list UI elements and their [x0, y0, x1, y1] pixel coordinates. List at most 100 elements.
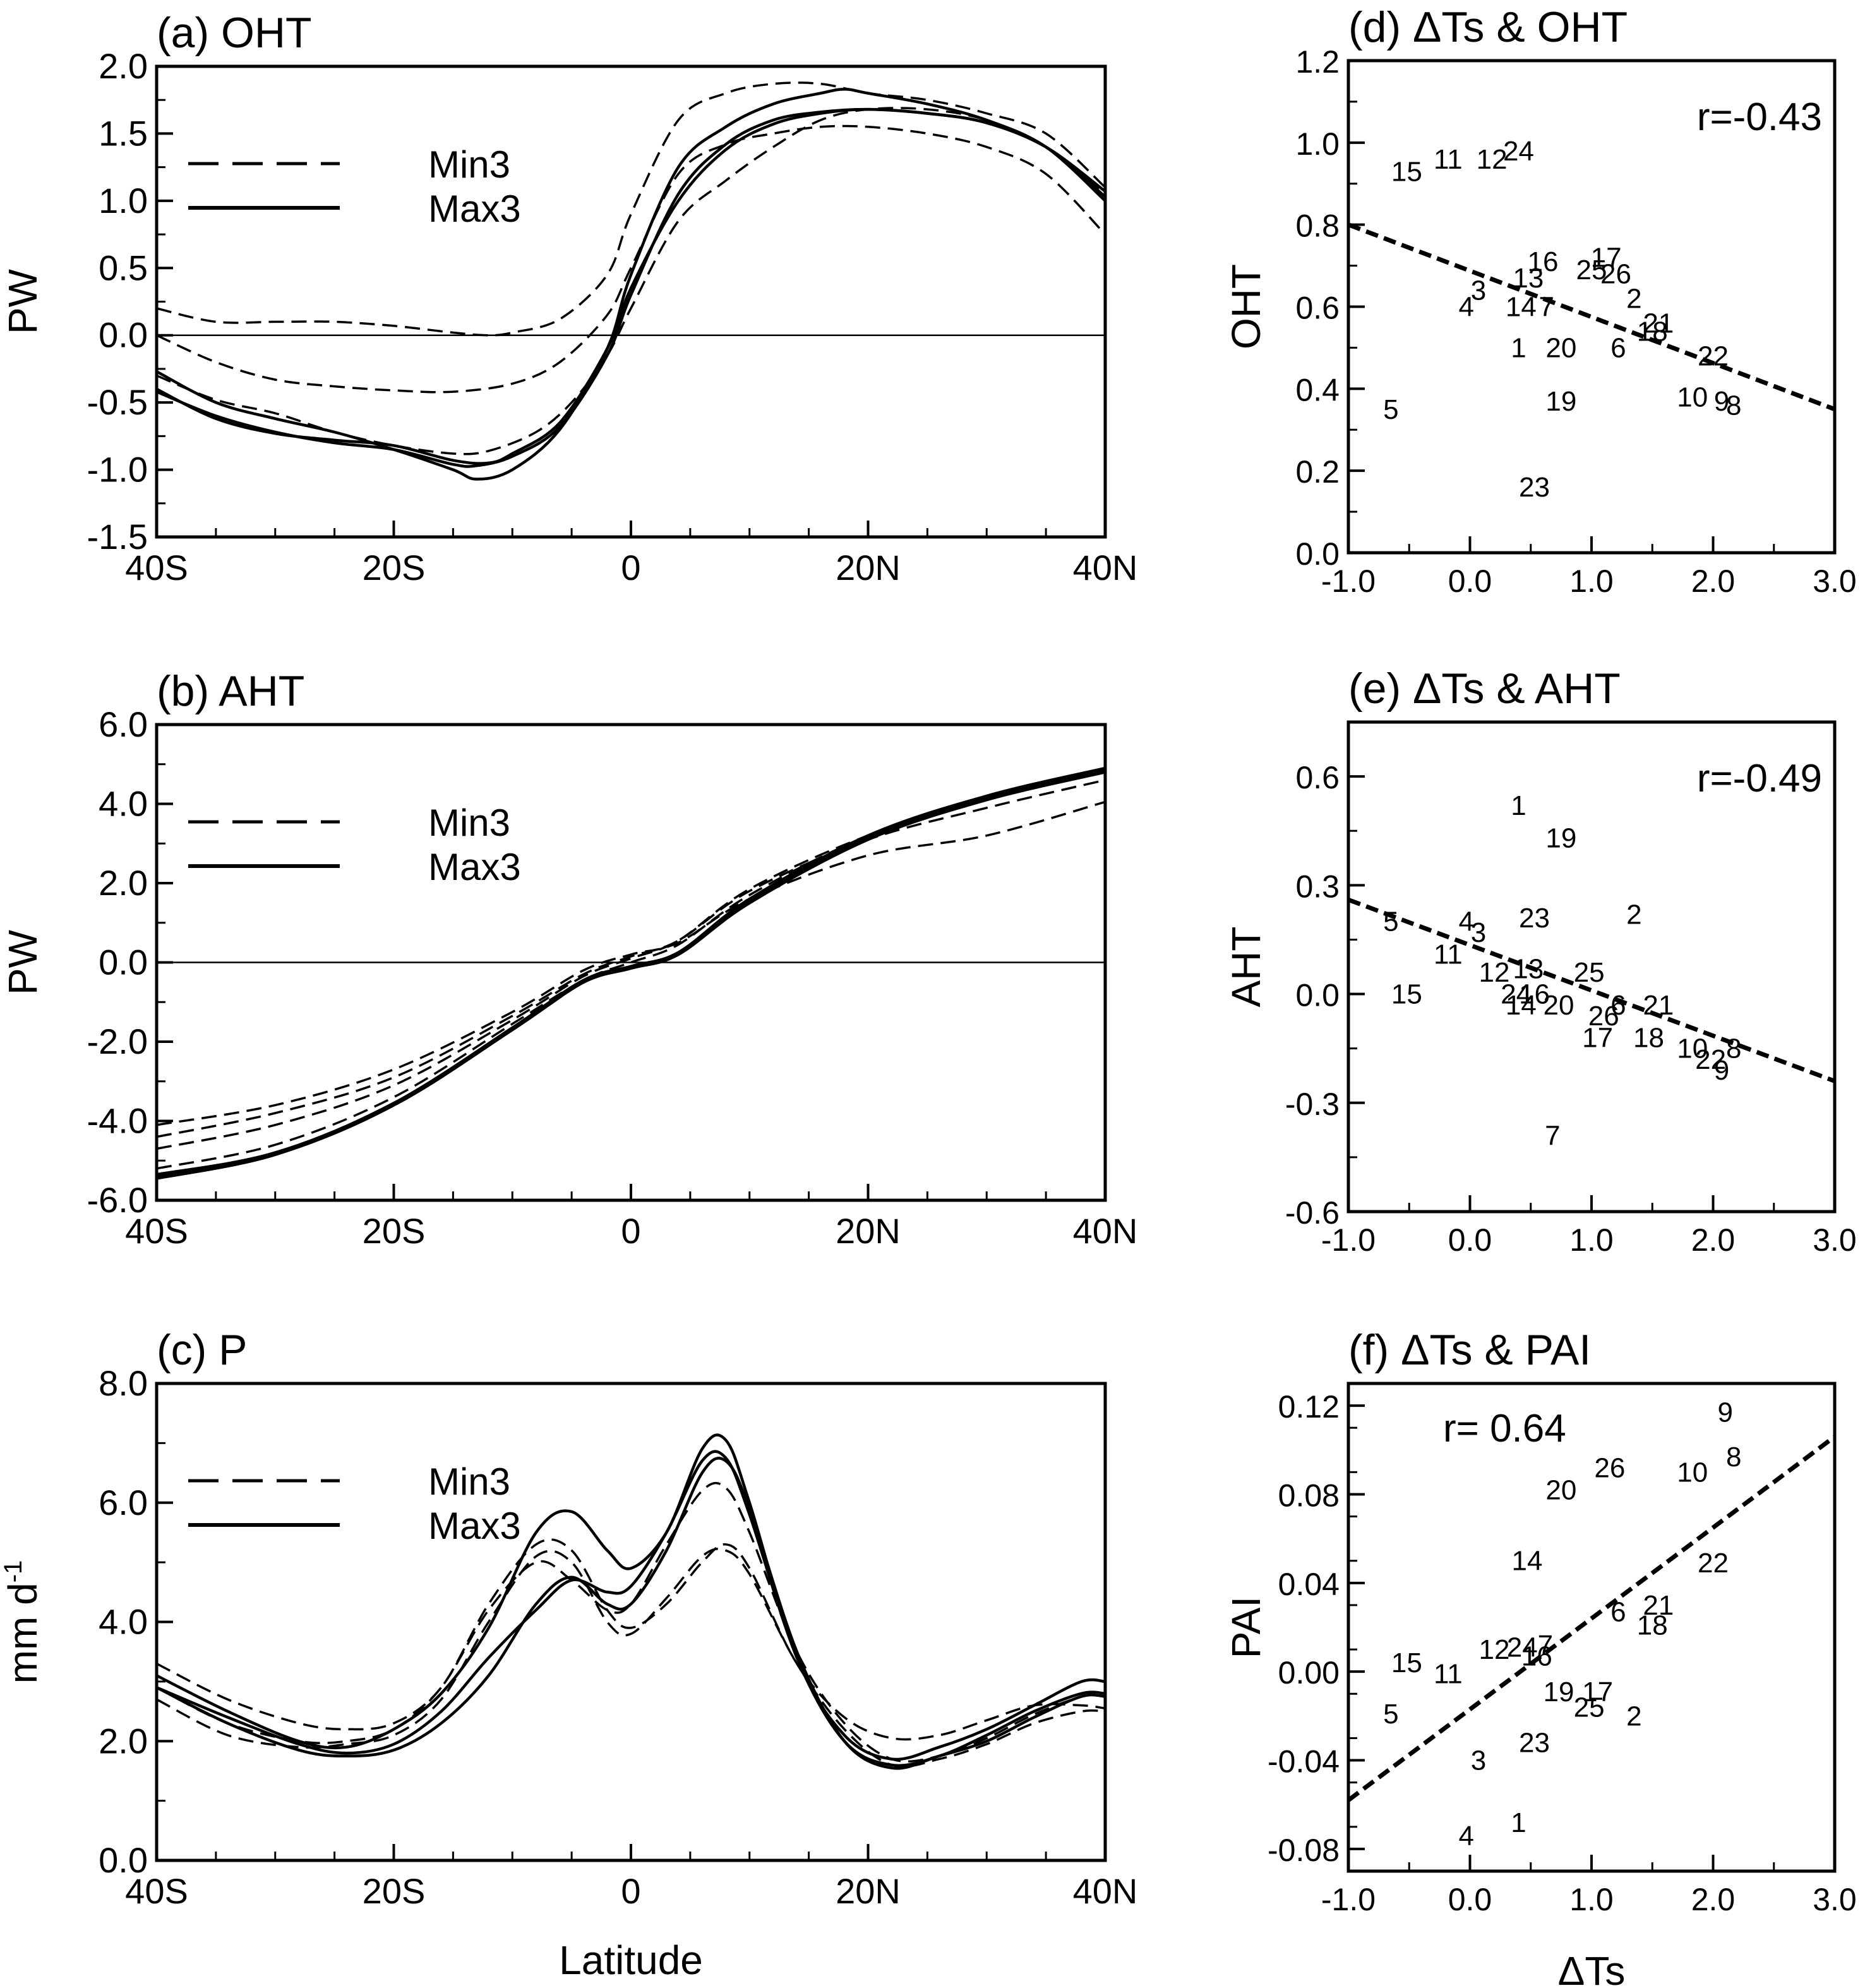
x-tick-label: 1.0 — [1569, 1882, 1614, 1917]
y-tick-label: -0.3 — [1285, 1087, 1340, 1122]
point-label: 11 — [1434, 144, 1463, 175]
correlation-text: r=-0.49 — [1697, 757, 1822, 800]
x-tick-label: 40N — [1073, 1211, 1138, 1251]
legend-label: Min3 — [428, 143, 510, 186]
y-tick-label: 4.0 — [99, 784, 148, 824]
point-label: 18 — [1637, 316, 1668, 347]
correlation-text: r=-0.43 — [1697, 95, 1822, 139]
x-tick-label: 20N — [836, 1871, 901, 1911]
y-tick-label: 0.12 — [1278, 1389, 1340, 1425]
point-label: 3 — [1471, 1745, 1486, 1776]
y-tick-label: 6.0 — [99, 704, 148, 744]
y-tick-label: 0.0 — [1295, 978, 1340, 1013]
series-line-max3 — [157, 766, 1105, 1176]
series-line-max3 — [157, 1450, 1105, 1768]
y-tick-label: 1.5 — [99, 113, 148, 153]
plot-frame — [1346, 1382, 1837, 1873]
x-tick-label: 20S — [363, 548, 426, 587]
panel-title: (d) ΔTs & OHT — [1348, 3, 1628, 51]
point-label: 8 — [1726, 1442, 1741, 1473]
y-tick-label: 0.00 — [1278, 1655, 1340, 1690]
point-label: 10 — [1677, 1033, 1708, 1064]
point-label: 3 — [1471, 917, 1486, 948]
y-tick-label: 8.0 — [99, 1363, 148, 1403]
regression-line — [1348, 1435, 1835, 1802]
x-tick-label: 20N — [836, 548, 901, 587]
legend-label: Min3 — [428, 1461, 510, 1503]
y-tick-label: -0.5 — [87, 382, 148, 422]
series-line-min3 — [157, 1538, 1105, 1741]
y-axis-label: AHT — [1223, 927, 1269, 1008]
point-label: 21 — [1643, 308, 1674, 339]
point-label: 19 — [1544, 1677, 1574, 1708]
point-label: 20 — [1545, 332, 1576, 363]
point-label: 2 — [1626, 1701, 1641, 1732]
point-label: 7 — [1539, 292, 1554, 323]
x-tick-label: 40N — [1073, 548, 1138, 587]
panel-title: (a) OHT — [157, 9, 312, 57]
point-label: 1 — [1511, 790, 1526, 821]
y-tick-label: -1.5 — [87, 517, 148, 557]
y-tick-label: 2.0 — [99, 1721, 148, 1761]
point-label: 9 — [1714, 386, 1729, 417]
y-tick-label: 6.0 — [99, 1483, 148, 1522]
series-line-min3 — [157, 771, 1105, 1150]
x-tick-label: 40S — [125, 1211, 188, 1251]
y-tick-label: 0.5 — [99, 248, 148, 287]
point-label: 25 — [1574, 957, 1605, 988]
y-tick-label: 0.6 — [1295, 291, 1340, 326]
y-tick-label: 0.4 — [1295, 372, 1340, 407]
y-tick-label: 1.2 — [1295, 44, 1340, 80]
x-tick-label: 3.0 — [1813, 1222, 1857, 1258]
y-axis-label: PAI — [1223, 1596, 1269, 1658]
y-tick-label: 1.0 — [1295, 126, 1340, 162]
x-tick-label: 20N — [836, 1211, 901, 1251]
point-label: 12 — [1477, 144, 1508, 175]
y-tick-label: -4.0 — [87, 1101, 148, 1141]
y-tick-label: -6.0 — [87, 1180, 148, 1220]
series-line-min3 — [157, 124, 1105, 394]
y-tick-label: 0.8 — [1295, 208, 1340, 244]
y-tick-label: 1.0 — [99, 181, 148, 220]
point-label: 22 — [1695, 1044, 1726, 1075]
x-axis-label: ΔTs — [1558, 1948, 1626, 1988]
point-label: 26 — [1588, 1001, 1619, 1032]
point-label: 25 — [1576, 255, 1607, 286]
x-tick-label: 0 — [621, 548, 640, 587]
y-tick-label: 0.04 — [1278, 1567, 1340, 1602]
x-tick-label: 0.0 — [1448, 1882, 1492, 1917]
x-tick-label: -1.0 — [1321, 563, 1376, 599]
point-label: 15 — [1391, 1648, 1422, 1678]
panel-title: (b) AHT — [157, 667, 304, 715]
point-label: 2 — [1626, 284, 1641, 315]
point-label: 18 — [1637, 1610, 1668, 1641]
point-label: 2 — [1626, 899, 1641, 930]
x-tick-label: 2.0 — [1691, 1222, 1736, 1258]
series-line-max3 — [157, 1457, 1105, 1770]
x-tick-label: 0.0 — [1448, 563, 1492, 599]
point-label: 21 — [1643, 1590, 1674, 1621]
point-label: 10 — [1677, 382, 1708, 413]
y-axis-label: mm d-1 — [0, 1560, 45, 1684]
panel-title: (c) P — [157, 1326, 248, 1374]
y-tick-label: 0.6 — [1295, 760, 1340, 795]
point-label: 11 — [1434, 939, 1463, 970]
point-label: 16 — [1519, 979, 1550, 1010]
point-label: 7 — [1545, 1120, 1560, 1151]
panel-a-oht: (a) OHT -1.5 -1.0 -0.5 0.0 0.5 1.0 1.5 2.0 40S 20S… — [0, 9, 1137, 587]
point-label: 5 — [1383, 394, 1398, 425]
x-tick-label: 0 — [621, 1211, 640, 1251]
x-tick-label: 1.0 — [1569, 563, 1614, 599]
point-label: 5 — [1383, 907, 1398, 937]
plot-frame — [155, 1382, 1107, 1862]
x-tick-label: 20S — [363, 1871, 426, 1911]
y-tick-label: -1.0 — [87, 450, 148, 490]
x-tick-label: 2.0 — [1691, 563, 1736, 599]
point-label: 9 — [1718, 1397, 1733, 1428]
point-label: 6 — [1610, 990, 1626, 1021]
legend-label: Min3 — [428, 802, 510, 844]
series-line-min3 — [157, 81, 1105, 337]
point-label: 25 — [1574, 1692, 1605, 1723]
y-tick-label: 0.0 — [99, 1840, 148, 1880]
